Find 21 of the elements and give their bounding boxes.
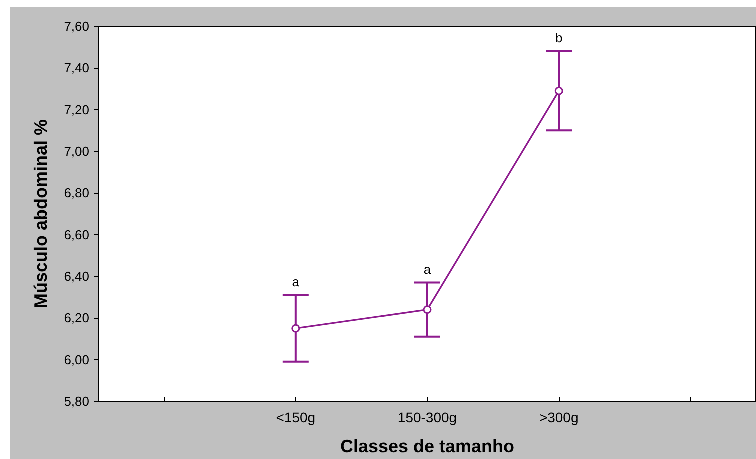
point xyxy=(554,86,564,96)
y-tick-label: 6,80 xyxy=(64,186,90,201)
y-tick-label: 6,40 xyxy=(64,269,90,284)
annotation: a xyxy=(292,274,300,290)
point xyxy=(423,306,432,314)
x-axis-title: Classes de tamanho xyxy=(340,436,515,456)
y-tick-label: 7,00 xyxy=(64,144,90,159)
y-tick-label: 6,20 xyxy=(64,310,90,326)
y-tick-label: 5,80 xyxy=(64,394,90,409)
point xyxy=(292,324,300,333)
y-tick-label: 7,20 xyxy=(64,102,90,118)
annotation: b xyxy=(555,30,563,46)
annotation: a xyxy=(424,262,432,277)
x-tick-label: <150g xyxy=(276,410,316,426)
y-tick-label: 7,40 xyxy=(64,60,90,76)
y-axis-title: Músculo abdominal % xyxy=(31,119,52,309)
x-tick-label: 150-300g xyxy=(398,410,458,426)
y-tick-label: 7,60 xyxy=(64,19,90,34)
y-tick-label: 6,60 xyxy=(64,227,90,242)
y-tick-label: 6,00 xyxy=(64,352,90,368)
x-tick-label: >300g xyxy=(539,410,579,426)
